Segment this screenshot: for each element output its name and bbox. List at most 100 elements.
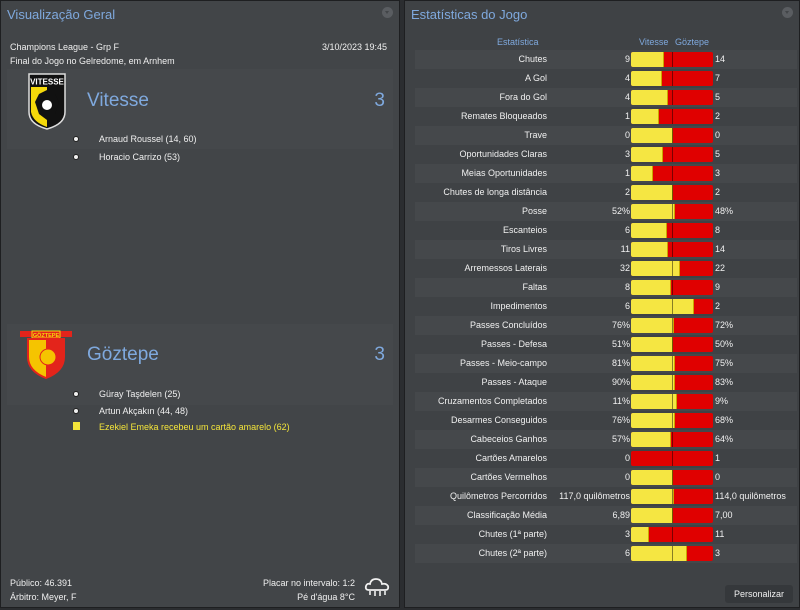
- bar-center-line: [672, 375, 673, 390]
- home-share-fill: [631, 71, 662, 86]
- home-share-fill: [631, 527, 649, 542]
- stat-comparison-bar: [631, 356, 713, 371]
- home-share-fill: [631, 147, 663, 162]
- stat-label: Tiros Livres: [500, 244, 547, 254]
- stat-home-value: 6,89: [612, 510, 630, 520]
- home-share-fill: [631, 223, 667, 238]
- home-share-fill: [631, 52, 664, 67]
- stat-comparison-bar: [631, 242, 713, 257]
- stat-away-value: 14: [715, 54, 726, 64]
- stat-away-value: 2: [715, 301, 721, 311]
- stat-comparison-bar: [631, 185, 713, 200]
- col-header-stat[interactable]: Estatística: [497, 37, 539, 47]
- bar-center-line: [672, 546, 673, 561]
- home-share-fill: [631, 432, 671, 447]
- stat-comparison-bar: [631, 470, 713, 485]
- stat-label: Chutes de longa distância: [443, 187, 547, 197]
- bar-center-line: [672, 356, 673, 371]
- bar-center-line: [672, 337, 673, 352]
- bar-center-line: [672, 204, 673, 219]
- stat-comparison-bar: [631, 223, 713, 238]
- stat-away-value: 8: [715, 225, 721, 235]
- stat-home-value: 6: [624, 301, 630, 311]
- stat-row: Passes Concluídos 76% 72%: [415, 316, 797, 335]
- bar-center-line: [672, 527, 673, 542]
- stat-home-value: 8: [624, 282, 630, 292]
- event-text[interactable]: Arnaud Roussel (14, 60): [99, 134, 197, 144]
- home-team-name[interactable]: Vitesse: [87, 90, 149, 111]
- svg-text:VITESSE: VITESSE: [30, 78, 64, 87]
- stat-away-value: 14: [715, 244, 726, 254]
- stat-home-value: 0: [624, 472, 630, 482]
- panel-menu-icon[interactable]: [382, 7, 393, 18]
- stat-comparison-bar: [631, 394, 713, 409]
- home-share-fill: [631, 185, 673, 200]
- bar-center-line: [672, 299, 673, 314]
- stat-home-value: 117,0 quilômetros: [559, 491, 630, 501]
- stat-row: Passes - Defesa 51% 50%: [415, 335, 797, 354]
- stat-label: Desarmes Conseguidos: [450, 415, 547, 425]
- stat-away-value: 1: [715, 453, 721, 463]
- stat-home-value: 0: [624, 130, 630, 140]
- stat-row: Arremessos Laterais 32 22: [415, 259, 797, 278]
- stat-away-value: 5: [715, 92, 721, 102]
- home-share-fill: [631, 128, 673, 143]
- stat-away-value: 2: [715, 111, 721, 121]
- away-team-name[interactable]: Göztepe: [87, 344, 159, 365]
- event-text[interactable]: Ezekiel Emeka recebeu um cartão amarelo …: [99, 422, 290, 432]
- stat-away-value: 48%: [715, 206, 734, 216]
- home-team-box: [7, 69, 393, 149]
- stat-comparison-bar: [631, 489, 713, 504]
- event-text[interactable]: Horacio Carrizo (53): [99, 152, 181, 162]
- home-share-fill: [631, 356, 675, 371]
- stat-home-value: 52%: [611, 206, 630, 216]
- rain-cloud-icon: [364, 578, 390, 596]
- bar-center-line: [672, 451, 673, 466]
- stat-row: Oportunidades Claras 3 5: [415, 145, 797, 164]
- stat-away-value: 75%: [715, 358, 734, 368]
- home-share-fill: [631, 242, 668, 257]
- stat-label: Passes - Ataque: [481, 377, 547, 387]
- col-header-away: Göztepe: [675, 37, 710, 47]
- stat-row: Cruzamentos Completados 11% 9%: [415, 392, 797, 411]
- stats-title: Estatísticas do Jogo: [411, 7, 528, 22]
- stat-away-value: 3: [715, 548, 721, 558]
- stat-comparison-bar: [631, 261, 713, 276]
- stat-away-value: 22: [715, 263, 726, 273]
- stat-home-value: 51%: [611, 339, 630, 349]
- customize-button[interactable]: Personalizar: [724, 585, 793, 603]
- stat-label: Posse: [521, 206, 547, 216]
- event-text[interactable]: Güray Taşdelen (25): [99, 389, 181, 399]
- col-header-home: Vitesse: [639, 37, 669, 47]
- home-event-goal: Arnaud Roussel (14, 60): [73, 134, 197, 144]
- stat-comparison-bar: [631, 451, 713, 466]
- stat-home-value: 6: [624, 225, 630, 235]
- stat-home-value: 81%: [611, 358, 630, 368]
- event-text[interactable]: Artun Akçakın (44, 48): [99, 406, 189, 416]
- halftime-score: Placar no intervalo: 1:2: [262, 578, 355, 588]
- stat-comparison-bar: [631, 337, 713, 352]
- away-event-goal: Güray Taşdelen (25): [73, 389, 180, 399]
- home-share-fill: [631, 166, 653, 181]
- stat-away-value: 7,00: [715, 510, 733, 520]
- stat-home-value: 11%: [612, 396, 630, 406]
- stat-home-value: 4: [624, 92, 630, 102]
- stat-row: Impedimentos 6 2: [415, 297, 797, 316]
- stat-label: Meias Oportunidades: [461, 168, 547, 178]
- ball-icon: [73, 408, 79, 414]
- ball-icon: [73, 136, 79, 142]
- stat-label: Fora do Gol: [499, 92, 547, 102]
- stat-label: Faltas: [522, 282, 547, 292]
- venue-label: Final do Jogo no Gelredome, em Arnhem: [10, 56, 175, 66]
- stat-away-value: 72%: [715, 320, 734, 330]
- stat-home-value: 32: [619, 263, 630, 273]
- stat-row: Remates Bloqueados 1 2: [415, 107, 797, 126]
- panel-menu-icon[interactable]: [782, 7, 793, 18]
- stat-label: Passes - Defesa: [480, 339, 547, 349]
- bar-center-line: [672, 394, 673, 409]
- stat-label: Cartões Vermelhos: [470, 472, 547, 482]
- stat-home-value: 76%: [611, 320, 630, 330]
- stat-label: Quilômetros Percorridos: [449, 491, 547, 501]
- stat-away-value: 2: [715, 187, 721, 197]
- stat-label: Passes Concluídos: [469, 320, 547, 330]
